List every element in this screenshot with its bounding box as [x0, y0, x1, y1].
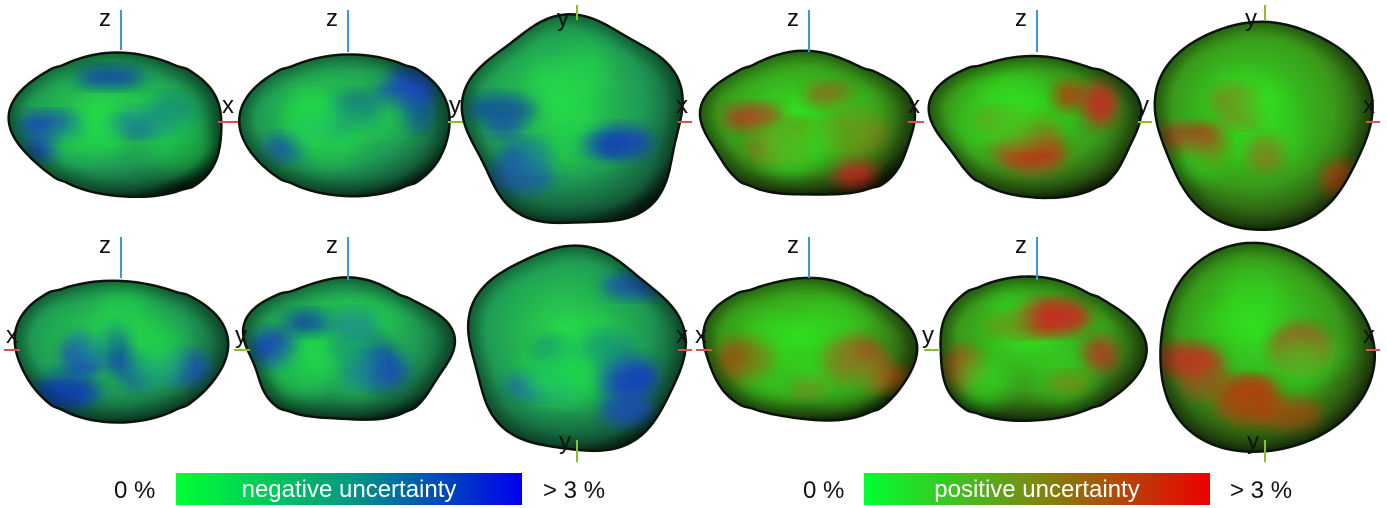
asteroid-view-neg-bot-xz: zx [4, 232, 230, 424]
colorbar-positive-gradient [864, 473, 1210, 505]
asteroid-view-neg-bot-xy: yx [466, 244, 692, 462]
axis-label-y: y [1247, 428, 1259, 455]
colorbar-negative: 0 % negative uncertainty > 3 % [114, 473, 605, 505]
axis-label-x: x [676, 322, 688, 349]
asteroid-view-pos-bot-xy: yx [1159, 241, 1380, 462]
asteroid-outline [927, 54, 1143, 200]
axis-label-y: y [449, 92, 461, 119]
axis-label-z: z [787, 232, 799, 259]
axis-label-z: z [1015, 5, 1027, 32]
colorbar-negative-min-label: 0 % [114, 477, 155, 504]
asteroid-outline [238, 53, 451, 198]
asteroid-view-pos-bot-xz: zx [695, 232, 919, 422]
uncertainty-patches [8, 52, 222, 197]
asteroid-outline [7, 51, 223, 199]
colorbar-positive-label: positive uncertainty [934, 476, 1139, 503]
asteroid-outline [466, 244, 688, 453]
colorbar-positive-min-label: 0 % [803, 477, 844, 504]
axis-label-z: z [326, 5, 338, 32]
axis-label-x: x [6, 322, 18, 349]
axis-label-z: z [787, 5, 799, 32]
colorbar-positive: 0 % positive uncertainty > 3 % [803, 473, 1292, 505]
axis-label-x: x [1363, 322, 1375, 349]
colorbar-negative-label: negative uncertainty [242, 476, 457, 503]
asteroid-view-neg-top-xz: zx [7, 5, 240, 199]
axis-label-z: z [326, 232, 338, 259]
asteroid-view-neg-bot-yz: zy [234, 232, 457, 421]
colorbar-negative-max-label: > 3 % [543, 477, 605, 504]
axis-label-x: x [676, 92, 688, 119]
colorbar-positive-max-label: > 3 % [1230, 477, 1292, 504]
asteroid-view-neg-top-xy: yx [460, 5, 692, 225]
uncertainty-patches [699, 50, 915, 195]
asteroid-outline [698, 49, 917, 196]
axis-label-z: z [1015, 232, 1027, 259]
asteroid-outline [1159, 241, 1377, 454]
axis-label-y: y [557, 5, 569, 32]
asteroid-outline [1153, 20, 1374, 232]
axis-label-z: z [99, 232, 111, 259]
axis-label-z: z [99, 5, 111, 32]
axis-label-x: x [222, 92, 234, 119]
asteroid-view-neg-top-yz: zy [238, 5, 466, 198]
axis-label-y: y [1137, 92, 1149, 119]
axis-label-y: y [559, 428, 571, 455]
asteroid-view-pos-top-xy: yx [1153, 5, 1380, 232]
axis-label-y: y [235, 322, 247, 349]
asteroid-view-pos-top-xz: zx [698, 5, 924, 196]
asteroid-outline [939, 275, 1148, 423]
axis-label-y: y [1245, 5, 1257, 32]
asteroid-view-pos-top-yz: zy [927, 5, 1152, 200]
asteroid-outline [460, 13, 684, 225]
axis-label-x: x [1363, 92, 1375, 119]
axis-label-x: x [695, 322, 707, 349]
asteroid-view-pos-bot-yz: zy [922, 232, 1148, 423]
axis-label-x: x [908, 92, 920, 119]
colorbar-negative-gradient [176, 473, 522, 505]
axis-label-y: y [922, 322, 934, 349]
